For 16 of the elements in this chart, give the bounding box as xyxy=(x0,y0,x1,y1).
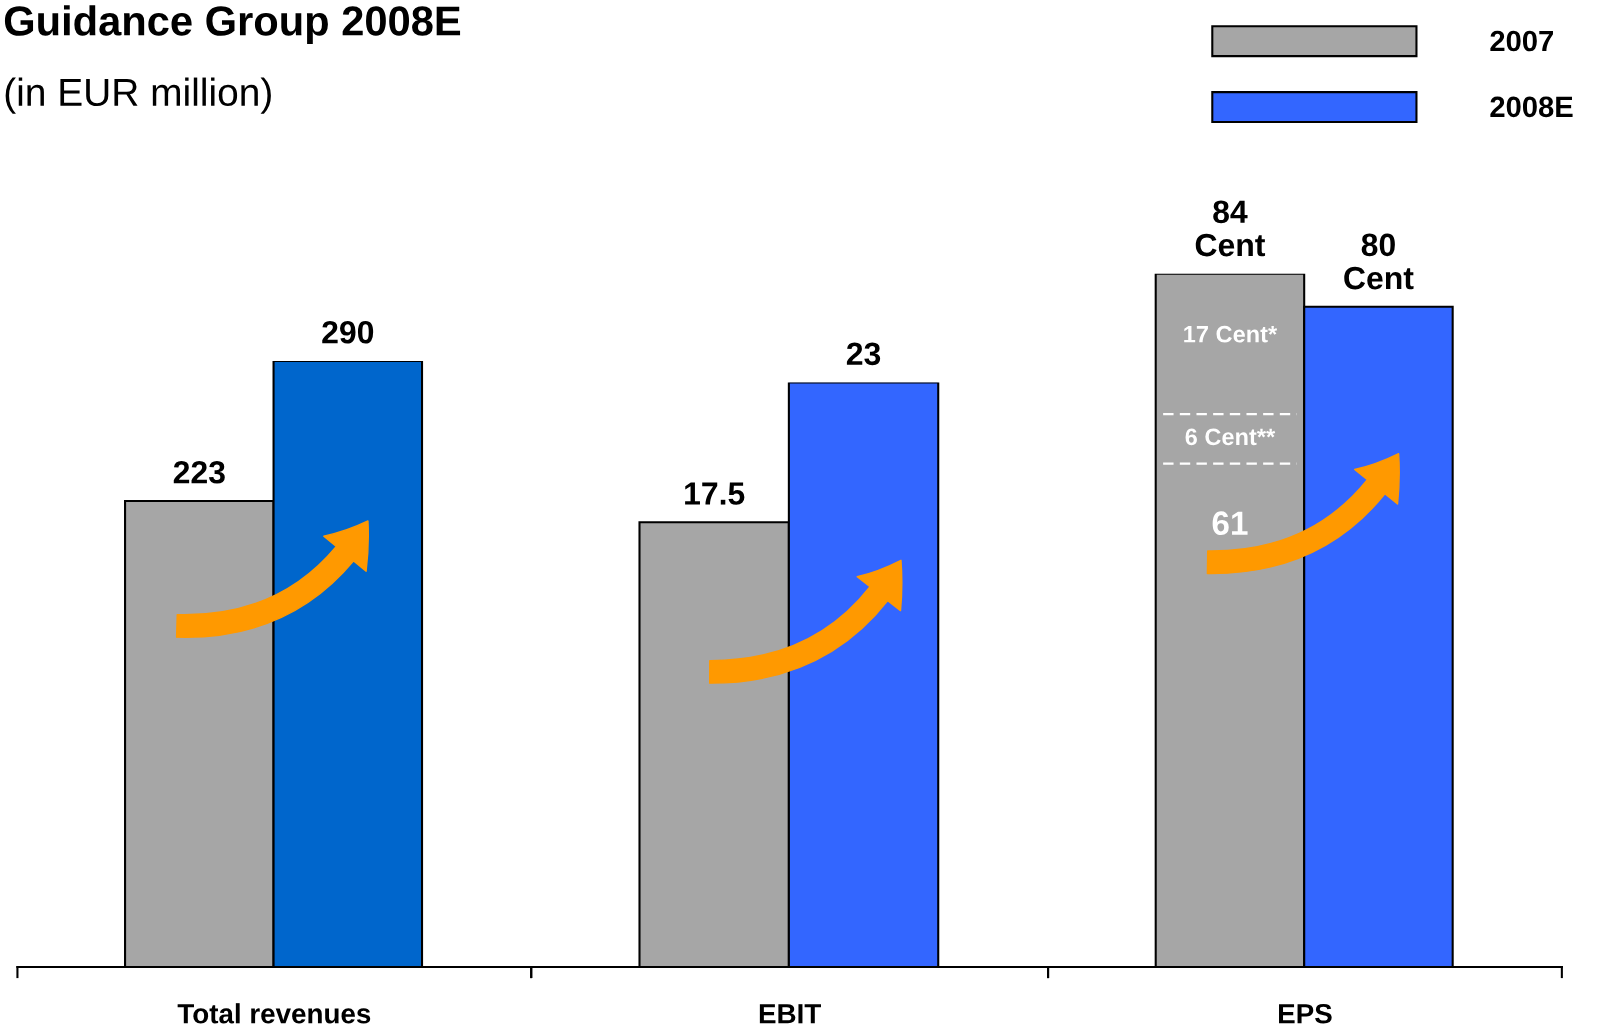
data-label: 84 Cent xyxy=(1195,200,1266,257)
chart-subtitle: (in EUR million) xyxy=(5,77,271,114)
data-label: 17.5 xyxy=(685,482,745,505)
text: 2007 xyxy=(1490,30,1553,52)
data-label: 223 xyxy=(173,460,225,484)
annotation: 6 Cent** xyxy=(1185,428,1276,446)
data-label: 290 xyxy=(322,320,374,344)
x-axis-title: Total revenues xyxy=(177,1003,371,1024)
data-label: 23 xyxy=(846,342,881,366)
x-axis-title: EBIT xyxy=(759,1004,821,1024)
annotation: 17 Cent* xyxy=(1184,325,1278,343)
data-label: 80 Cent xyxy=(1344,233,1414,290)
x-axis-title: EPS xyxy=(1279,1003,1332,1024)
annotation: 61 xyxy=(1212,511,1248,535)
chart-title: Guidance Group 2008E xyxy=(4,5,461,45)
text: 2008E xyxy=(1490,96,1573,118)
